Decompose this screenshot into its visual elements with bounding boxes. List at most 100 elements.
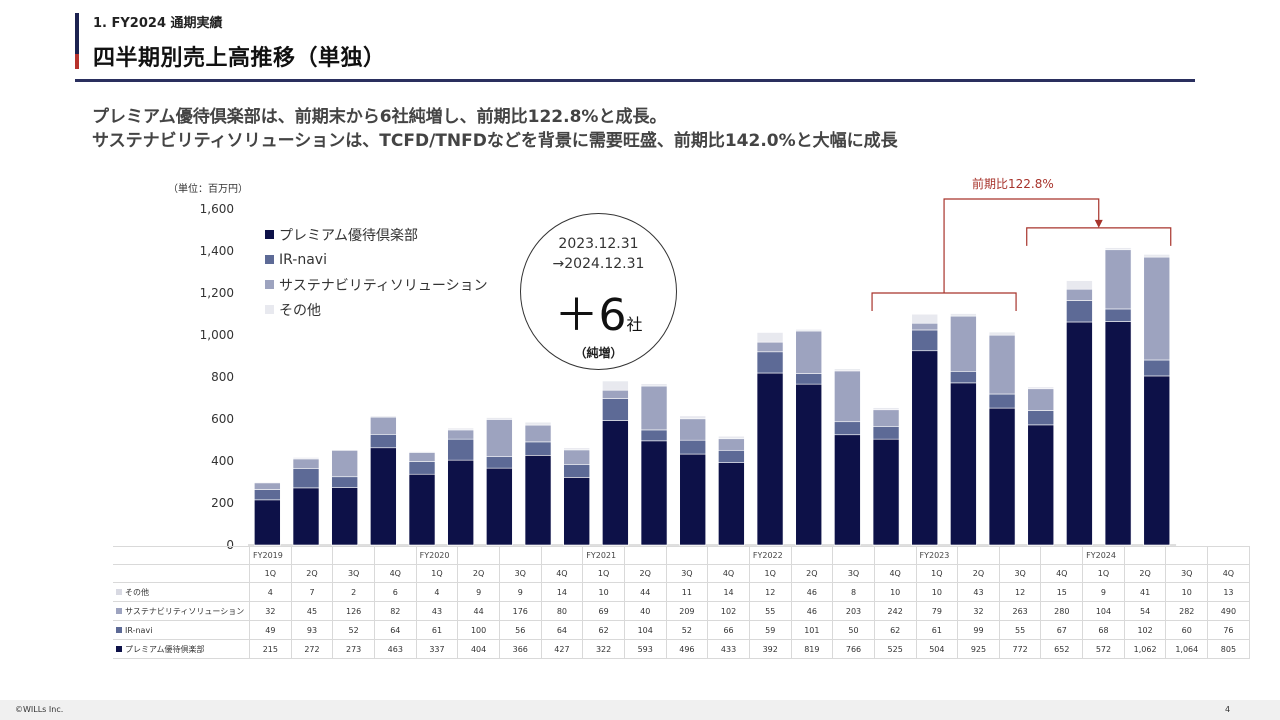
bar-segment-irnavi xyxy=(486,456,513,469)
table-fy-cell xyxy=(623,546,667,565)
table-quarter-cell: 4Q xyxy=(707,564,750,583)
table-value-cell: 61 xyxy=(915,620,959,640)
table-value-cell: 43 xyxy=(415,601,459,621)
table-value-cell: 45 xyxy=(290,601,334,621)
legend-swatch xyxy=(265,280,274,289)
table-value-cell: 203 xyxy=(832,601,875,621)
table-value-cell: 32 xyxy=(957,601,1000,621)
bar-segment-premium xyxy=(602,420,629,546)
bar-segment-premium xyxy=(911,350,939,546)
net-increase-callout: 2023.12.31 →2024.12.31 ＋6社 （純増） xyxy=(520,213,677,370)
table-value-cell: 79 xyxy=(915,601,959,621)
table-value-cell: 67 xyxy=(1040,620,1084,640)
y-tick-label: 1,000 xyxy=(200,328,234,342)
table-row-quarter: 1Q 2Q 3Q 4Q 1Q 2Q 3Q 4Q 1Q 2Q 3Q 4Q 1Q 2Q 3Q 4Q 1Q 2Q 3Q 4Q… xyxy=(113,564,1250,583)
table-row-name: サステナビリティソリューション xyxy=(125,606,245,616)
bar-segment-sustain xyxy=(988,334,1016,395)
table-value-cell: 61 xyxy=(415,620,459,640)
table-quarter-cell: 1Q xyxy=(415,564,459,583)
table-quarter-cell: 2Q xyxy=(1123,564,1167,583)
bar-segment-premium xyxy=(640,440,668,546)
table-value-cell: 12 xyxy=(998,582,1042,602)
table-value-cell: 1,064 xyxy=(1165,639,1209,659)
table-value-cell: 14 xyxy=(540,582,584,602)
bar-segment-sustain xyxy=(408,452,436,462)
bar-segment-premium xyxy=(756,372,784,546)
table-value-cell: 176 xyxy=(498,601,542,621)
table-fy-cell xyxy=(832,546,875,565)
table-value-cell: 80 xyxy=(540,601,584,621)
table-quarter-cell: 2Q xyxy=(290,564,334,583)
table-row-label: サステナビリティソリューション xyxy=(113,601,250,621)
table-value-cell: 68 xyxy=(1082,620,1125,640)
bar-segment-irnavi xyxy=(292,468,320,489)
bar-segment-sustain xyxy=(1066,288,1093,301)
table-value-cell: 101 xyxy=(790,620,834,640)
bar-segment-premium xyxy=(524,455,552,546)
bar-segment-other xyxy=(524,421,552,426)
table-quarter-cell: 1Q xyxy=(1082,564,1125,583)
table-fy-cell xyxy=(1165,546,1209,565)
table-value-cell: 525 xyxy=(873,639,917,659)
table-value-cell: 10 xyxy=(1165,582,1209,602)
table-value-cell: 10 xyxy=(873,582,917,602)
bar-segment-irnavi xyxy=(524,441,552,456)
table-value-cell: 593 xyxy=(623,639,667,659)
table-value-cell: 32 xyxy=(249,601,292,621)
callout-note: （純増） xyxy=(574,346,623,360)
table-row-label: プレミアム優待倶楽部 xyxy=(113,639,250,659)
callout-value: ＋6社 xyxy=(521,279,676,343)
bar-segment-irnavi xyxy=(1143,359,1171,377)
bar-segment-premium xyxy=(872,438,900,546)
table-value-cell: 104 xyxy=(1082,601,1125,621)
bar-segment-sustain xyxy=(331,449,358,478)
table-value-cell: 104 xyxy=(623,620,667,640)
table-value-cell: 8 xyxy=(832,582,875,602)
bracket-fy2023 xyxy=(871,292,1017,311)
table-value-cell: 9 xyxy=(457,582,500,602)
table-fy-cell xyxy=(540,546,584,565)
bar-segment-premium xyxy=(1143,375,1171,546)
table-value-cell: 463 xyxy=(373,639,417,659)
table-quarter-cell: 1Q xyxy=(249,564,292,583)
table-row-swatch xyxy=(116,646,122,652)
table-row-name: その他 xyxy=(125,587,149,597)
table-value-cell: 55 xyxy=(748,601,792,621)
legend-swatch xyxy=(265,305,274,314)
bar-segment-sustain xyxy=(563,449,590,465)
table-value-cell: 819 xyxy=(790,639,834,659)
bar-segment-irnavi xyxy=(563,464,590,478)
table-row-swatch xyxy=(116,589,122,595)
table-value-cell: 925 xyxy=(957,639,1000,659)
table-value-cell: 41 xyxy=(1123,582,1167,602)
table-value-cell: 100 xyxy=(457,620,500,640)
table-quarter-cell: 4Q xyxy=(1040,564,1084,583)
bar-segment-irnavi xyxy=(795,373,823,385)
legend-label: サステナビリティソリューション xyxy=(279,277,488,294)
table-value-cell: 13 xyxy=(1207,582,1250,602)
bar-segment-sustain xyxy=(756,341,784,353)
table-fy-cell: FY2022 xyxy=(748,546,792,565)
bar-segment-other xyxy=(834,368,861,372)
bar-segment-irnavi xyxy=(370,434,397,449)
table-quarter-cell: 4Q xyxy=(1207,564,1250,583)
page-number: 4 xyxy=(1225,705,1231,714)
bar-segment-irnavi xyxy=(1104,308,1132,322)
table-value-cell: 263 xyxy=(998,601,1042,621)
bar-segment-irnavi xyxy=(1027,410,1055,426)
table-fy-cell: FY2020 xyxy=(415,546,459,565)
table-fy-cell xyxy=(998,546,1042,565)
legend-item: プレミアム優待倶楽部 xyxy=(265,222,488,247)
table-row-swatch xyxy=(116,627,122,633)
bar-segment-other xyxy=(756,332,784,343)
table-value-cell: 209 xyxy=(665,601,709,621)
bar-segment-other xyxy=(486,417,513,420)
callout-date-to: →2024.12.31 xyxy=(552,256,645,272)
bar-segment-sustain xyxy=(795,330,823,374)
bar-segment-premium xyxy=(370,447,397,546)
table-value-cell: 66 xyxy=(707,620,750,640)
table-value-cell: 59 xyxy=(748,620,792,640)
table-value-cell: 102 xyxy=(707,601,750,621)
table-value-cell: 772 xyxy=(998,639,1042,659)
